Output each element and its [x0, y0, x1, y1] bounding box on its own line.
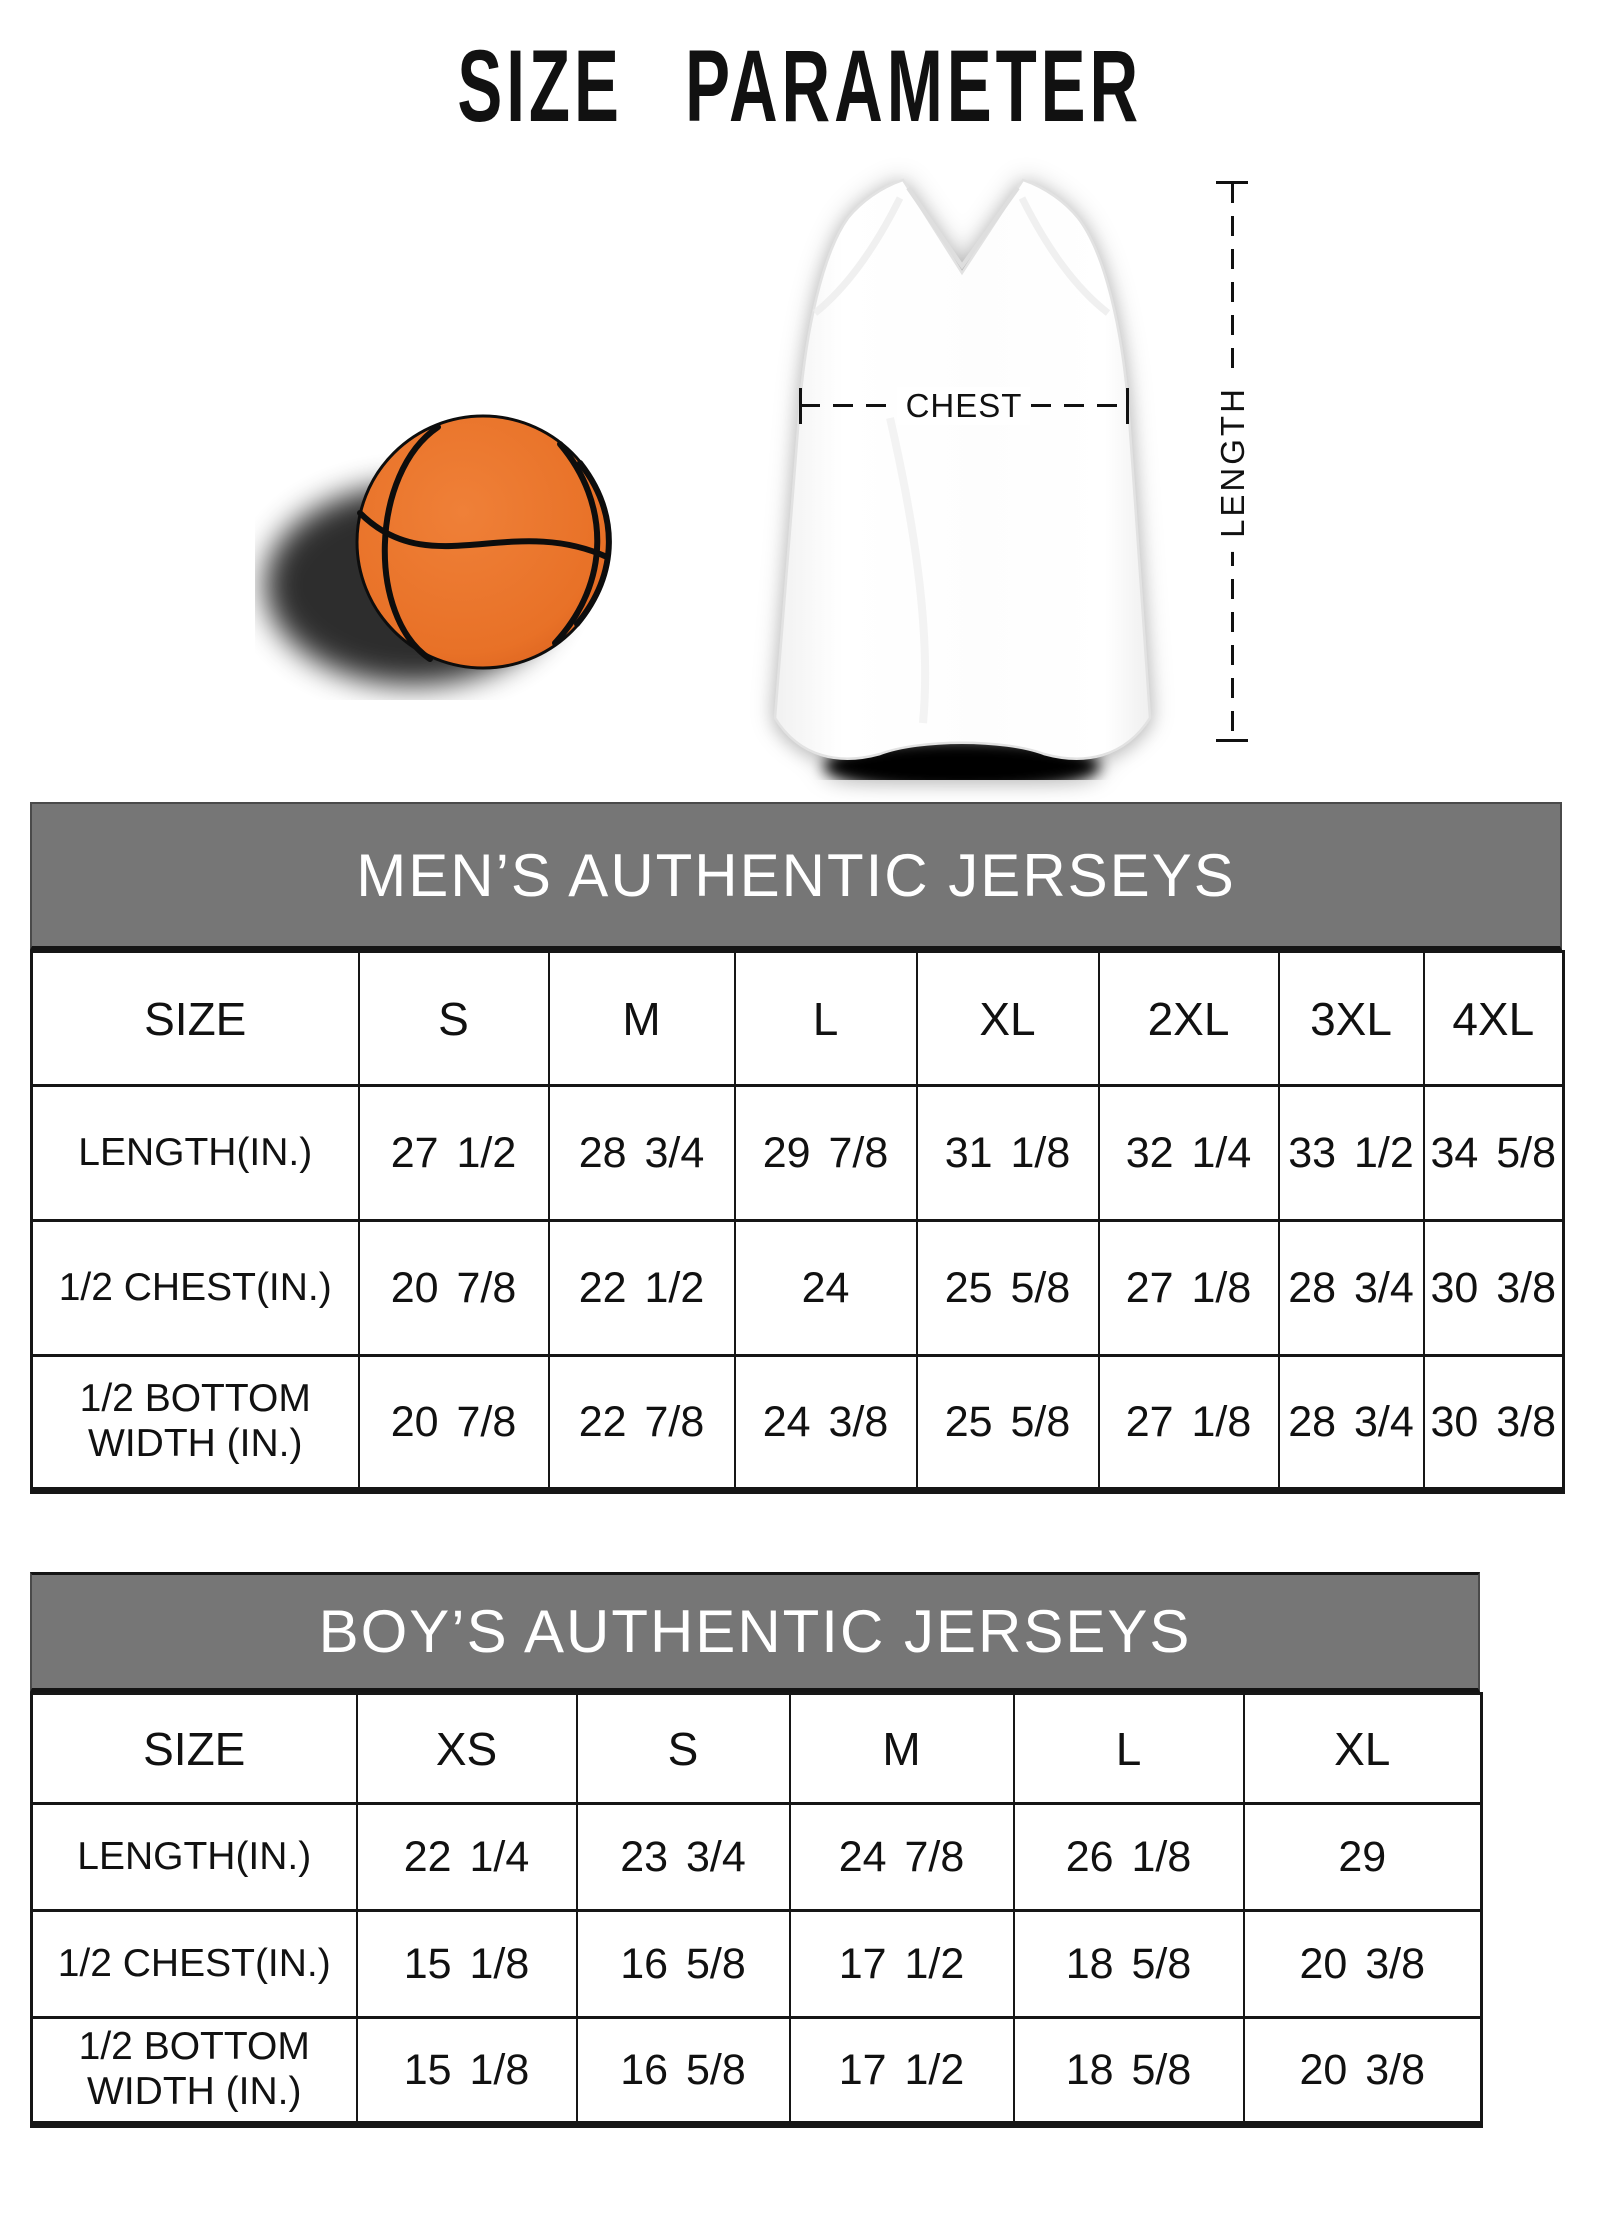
page-title-text: SIZE PARAMETER: [457, 29, 1143, 143]
size-cell: L: [733, 950, 918, 1087]
value-cell: 25 5/8: [915, 1354, 1100, 1492]
boys-table-title-bar: BOY’S AUTHENTIC JERSEYS: [30, 1572, 1480, 1692]
boys-size-table: BOY’S AUTHENTIC JERSEYS SIZE XS S M L XL…: [30, 1572, 1483, 2128]
value-cell: 15 1/8: [355, 2016, 578, 2126]
size-cell: XL: [915, 950, 1100, 1087]
value-cell: 32 1/4: [1097, 1084, 1280, 1222]
value-cell: 30 3/8: [1422, 1219, 1565, 1357]
value-cell: 27 1/8: [1097, 1354, 1280, 1492]
value-cell: 28 3/4: [1277, 1219, 1425, 1357]
boys-half-bottom-row: 1/2 BOTTOM WIDTH (IN.) 15 1/8 16 5/8 17 …: [30, 2016, 1483, 2126]
value-cell: 28 3/4: [547, 1084, 736, 1222]
basketball-seams: [357, 424, 612, 662]
value-cell: 24 7/8: [788, 1802, 1015, 1912]
value-cell: 30 3/8: [1422, 1354, 1565, 1492]
mens-half-bottom-row: 1/2 BOTTOM WIDTH (IN.) 20 7/8 22 7/8 24 …: [30, 1354, 1565, 1492]
size-cell: M: [547, 950, 736, 1087]
size-header-cell: SIZE: [30, 1692, 358, 1805]
boys-length-row: LENGTH(IN.) 22 1/4 23 3/4 24 7/8 26 1/8 …: [30, 1802, 1483, 1912]
row-label-cell: LENGTH(IN.): [30, 1802, 358, 1912]
size-cell: 2XL: [1097, 950, 1280, 1087]
size-cell: S: [357, 950, 550, 1087]
value-cell: 27 1/2: [357, 1084, 550, 1222]
value-cell: 27 1/8: [1097, 1219, 1280, 1357]
mens-table: SIZE S M L XL 2XL 3XL 4XL LENGTH(IN.) 27…: [30, 950, 1565, 1494]
value-cell: 31 1/8: [915, 1084, 1100, 1222]
value-cell: 26 1/8: [1012, 1802, 1245, 1912]
jersey-image: [773, 178, 1152, 780]
boys-table: SIZE XS S M L XL LENGTH(IN.) 22 1/4 23 3…: [30, 1692, 1483, 2128]
size-cell: M: [788, 1692, 1015, 1805]
size-cell: XL: [1242, 1692, 1483, 1805]
basketball-image: [265, 414, 612, 685]
mens-half-chest-row: 1/2 CHEST(IN.) 20 7/8 22 1/2 24 25 5/8 2…: [30, 1219, 1565, 1357]
chest-measure-line: CHEST: [799, 386, 1129, 425]
value-cell: 24: [733, 1219, 918, 1357]
size-cell: L: [1012, 1692, 1245, 1805]
jersey-fold-left: [812, 196, 904, 316]
size-header-cell: SIZE: [30, 950, 360, 1087]
value-cell: 20 3/8: [1242, 1909, 1483, 2019]
value-cell: 33 1/2: [1277, 1084, 1425, 1222]
value-cell: 18 5/8: [1012, 2016, 1245, 2126]
mens-size-header-row: SIZE S M L XL 2XL 3XL 4XL: [30, 950, 1565, 1087]
value-cell: 24 3/8: [733, 1354, 918, 1492]
value-cell: 16 5/8: [575, 2016, 791, 2126]
row-label-cell: 1/2 BOTTOM WIDTH (IN.): [30, 1354, 360, 1492]
row-label-cell: LENGTH(IN.): [30, 1084, 360, 1222]
row-label-cell: 1/2 BOTTOM WIDTH (IN.): [30, 2016, 358, 2126]
value-cell: 17 1/2: [788, 2016, 1015, 2126]
value-cell: 20 7/8: [357, 1354, 550, 1492]
value-cell: 20 7/8: [357, 1219, 550, 1357]
value-cell: 18 5/8: [1012, 1909, 1245, 2019]
value-cell: 34 5/8: [1422, 1084, 1565, 1222]
size-cell: XS: [355, 1692, 578, 1805]
page-title: SIZE PARAMETER: [0, 28, 1600, 145]
size-cell: 3XL: [1277, 950, 1425, 1087]
value-cell: 29: [1242, 1802, 1483, 1912]
jersey-collar: [906, 186, 1020, 270]
chest-label: CHEST: [897, 386, 1031, 425]
length-measure-line: LENGTH: [1213, 181, 1252, 742]
value-cell: 22 7/8: [547, 1354, 736, 1492]
row-label-cell: 1/2 CHEST(IN.): [30, 1909, 358, 2019]
value-cell: 15 1/8: [355, 1909, 578, 2019]
mens-table-title-bar: MEN’S AUTHENTIC JERSEYS: [30, 802, 1562, 950]
row-label-cell: 1/2 CHEST(IN.): [30, 1219, 360, 1357]
mens-size-table: MEN’S AUTHENTIC JERSEYS SIZE S M L XL 2X…: [30, 802, 1565, 1494]
value-cell: 25 5/8: [915, 1219, 1100, 1357]
mens-table-title: MEN’S AUTHENTIC JERSEYS: [356, 841, 1236, 909]
boys-size-header-row: SIZE XS S M L XL: [30, 1692, 1483, 1805]
value-cell: 22 1/2: [547, 1219, 736, 1357]
value-cell: 28 3/4: [1277, 1354, 1425, 1492]
mens-length-row: LENGTH(IN.) 27 1/2 28 3/4 29 7/8 31 1/8 …: [30, 1084, 1565, 1222]
value-cell: 17 1/2: [788, 1909, 1015, 2019]
jersey-fold-right: [1018, 196, 1111, 316]
size-cell: S: [575, 1692, 791, 1805]
value-cell: 20 3/8: [1242, 2016, 1483, 2126]
jersey-fold-center: [886, 417, 930, 724]
length-label: LENGTH: [1213, 371, 1252, 552]
boys-table-title: BOY’S AUTHENTIC JERSEYS: [318, 1598, 1192, 1665]
boys-half-chest-row: 1/2 CHEST(IN.) 15 1/8 16 5/8 17 1/2 18 5…: [30, 1909, 1483, 2019]
jersey-body: [773, 178, 1152, 760]
size-cell: 4XL: [1422, 950, 1565, 1087]
value-cell: 16 5/8: [575, 1909, 791, 2019]
value-cell: 23 3/4: [575, 1802, 791, 1912]
value-cell: 29 7/8: [733, 1084, 918, 1222]
value-cell: 22 1/4: [355, 1802, 578, 1912]
